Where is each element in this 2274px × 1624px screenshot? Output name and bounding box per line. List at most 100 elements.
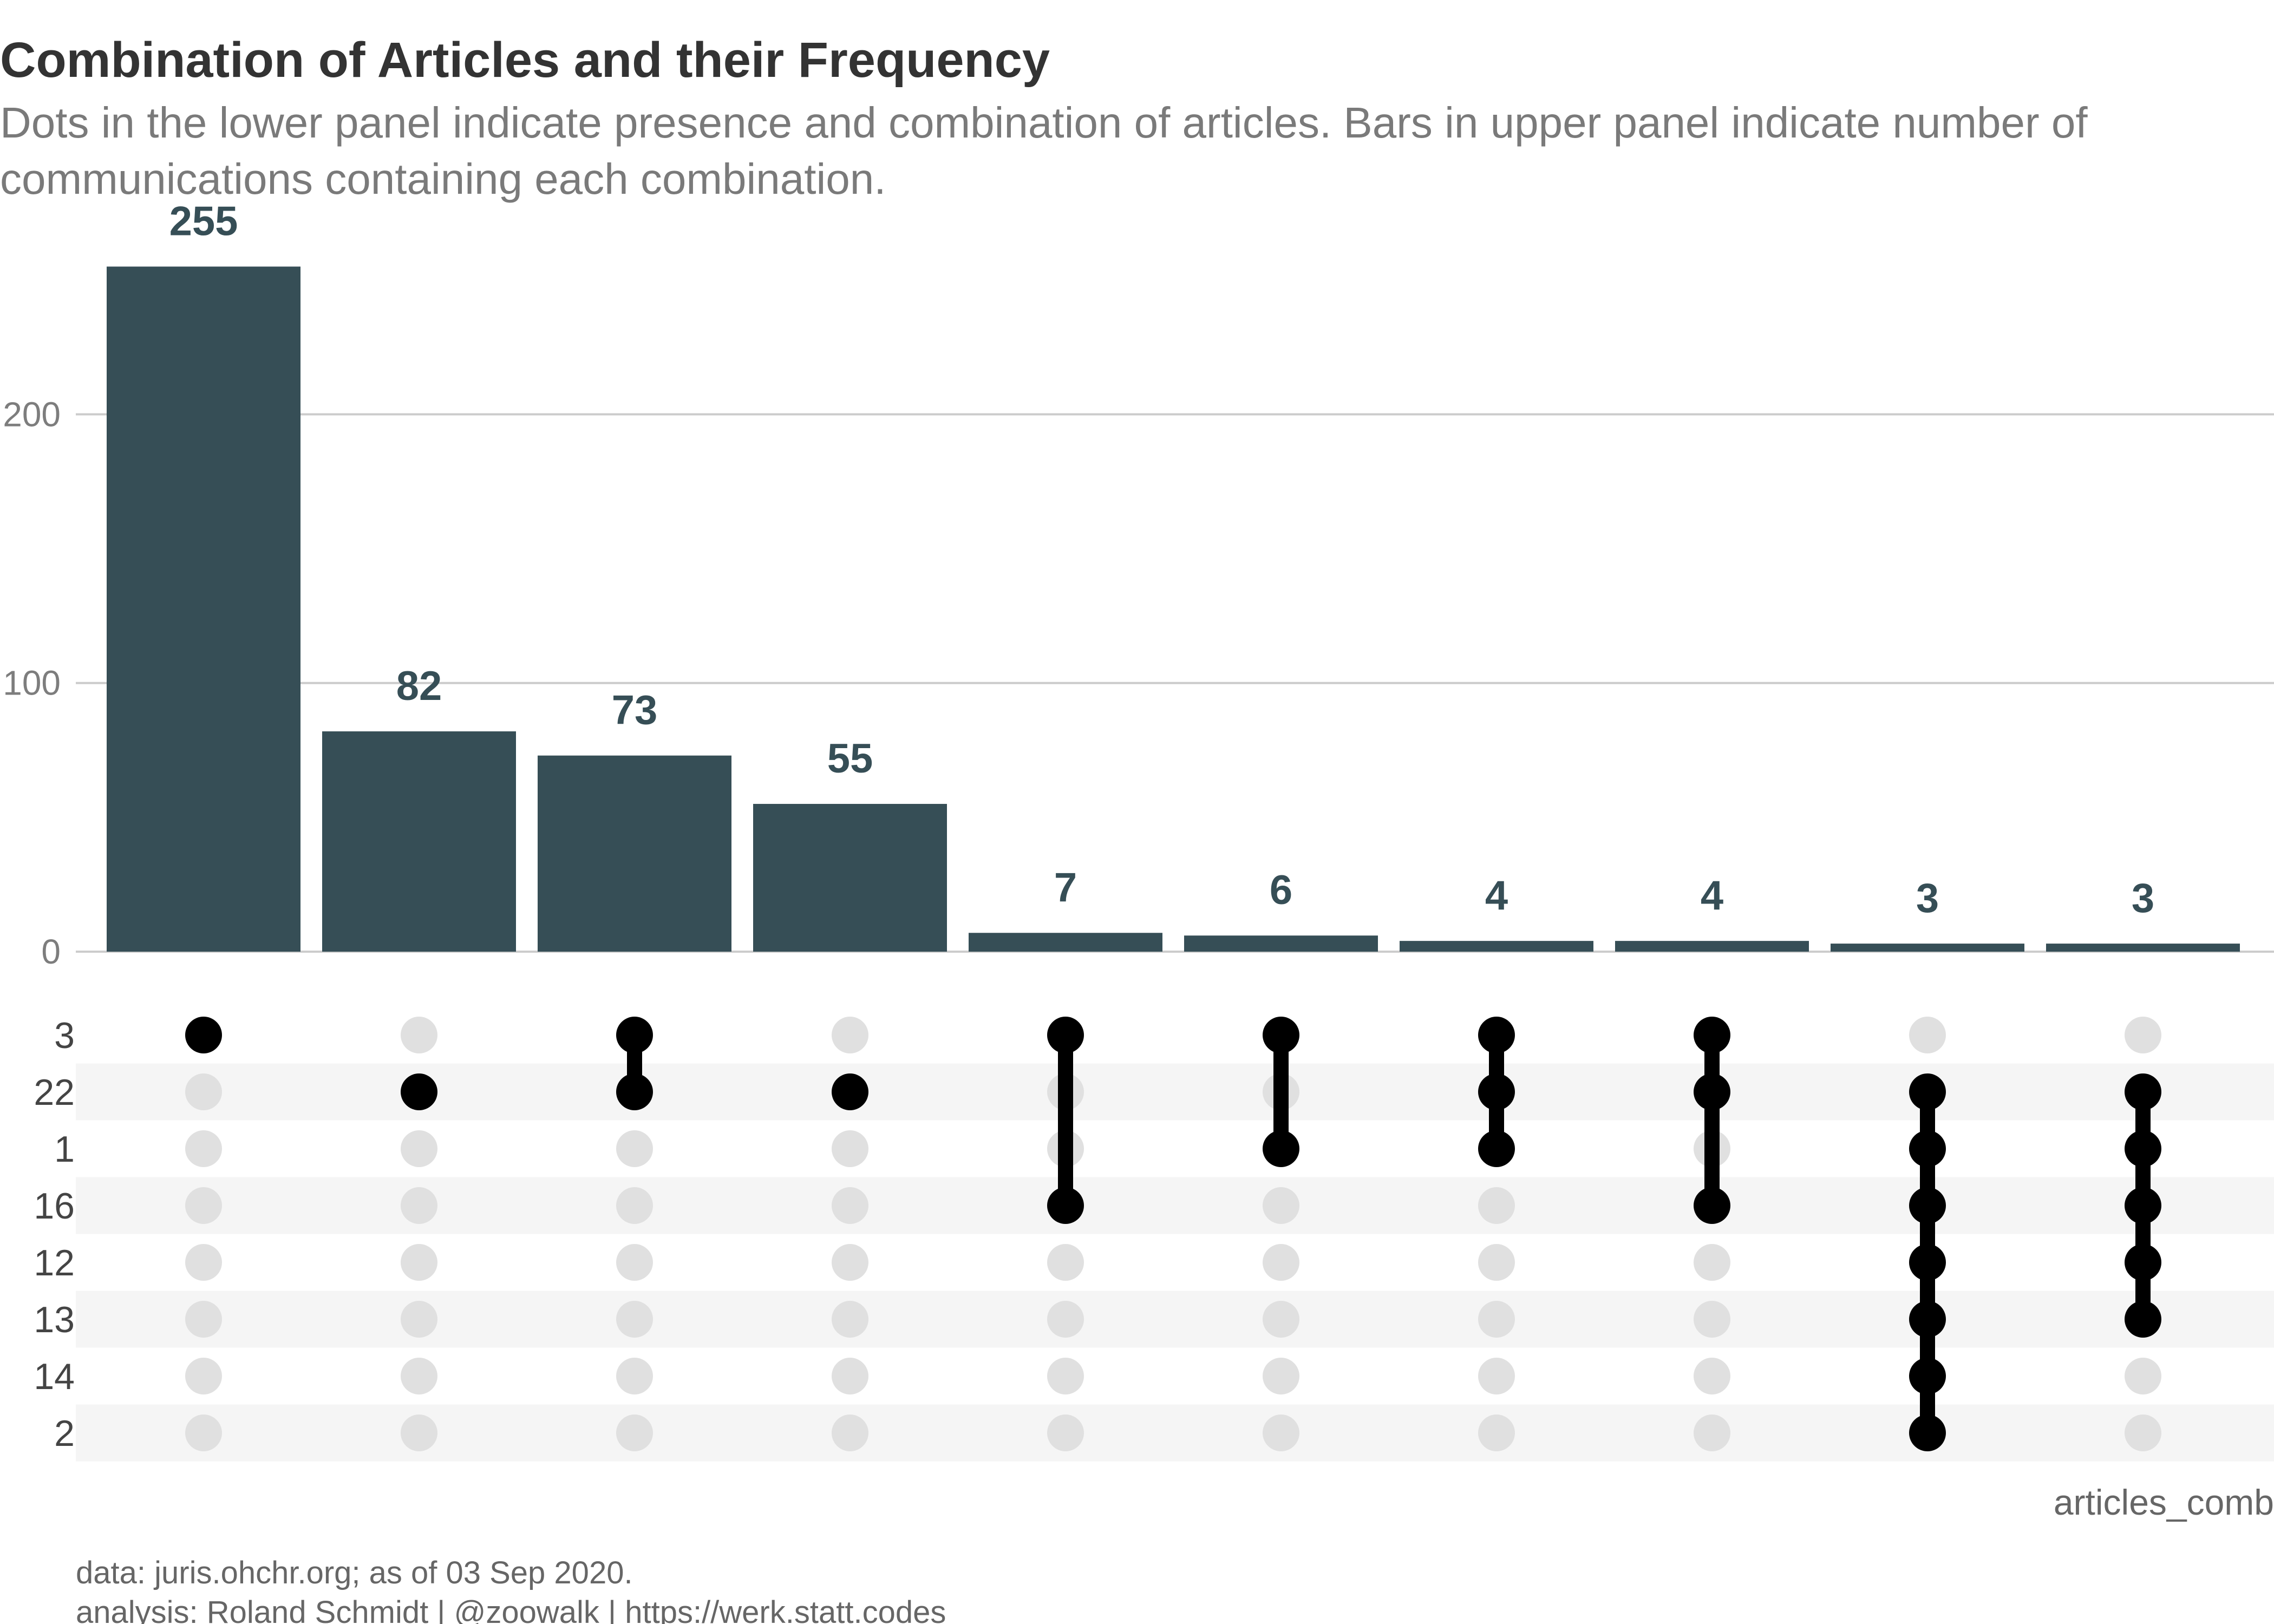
bars <box>107 266 2240 952</box>
matrix-dot-active <box>1909 1358 1946 1394</box>
matrix-dot-active <box>185 1017 222 1053</box>
matrix-dot-active <box>1478 1073 1515 1110</box>
matrix-dot-inactive <box>1478 1358 1515 1394</box>
matrix-dot-inactive <box>1047 1358 1084 1394</box>
matrix-dot-active <box>1047 1187 1084 1224</box>
matrix-dot-active <box>1694 1017 1730 1053</box>
matrix-dot-inactive <box>401 1301 437 1338</box>
y-axis-ticks: 0 100 200 <box>3 395 61 971</box>
matrix-dot-active <box>1909 1187 1946 1224</box>
caption-line-2: analysis: Roland Schmidt | @zoowalk | ht… <box>76 1595 946 1624</box>
bar-value-label: 3 <box>1916 875 1939 921</box>
matrix-dot-active <box>1909 1301 1946 1338</box>
matrix-dot-inactive <box>185 1301 222 1338</box>
chart-subtitle-line-1: Dots in the lower panel indicate presenc… <box>0 99 2088 147</box>
matrix-dot-inactive <box>616 1130 653 1167</box>
matrix-dot-active <box>616 1073 653 1110</box>
matrix-dot-inactive <box>1263 1244 1299 1281</box>
matrix-dot-inactive <box>401 1358 437 1394</box>
matrix-dot-inactive <box>185 1073 222 1110</box>
set-label: 3 <box>54 1015 75 1056</box>
bar-value-label: 55 <box>827 736 873 782</box>
matrix-dot-inactive <box>1478 1187 1515 1224</box>
matrix-dot-active <box>616 1017 653 1053</box>
matrix-dot-active <box>2125 1130 2161 1167</box>
y-tick-label: 200 <box>3 395 61 434</box>
bar-value-label: 4 <box>1701 873 1723 919</box>
set-label: 22 <box>34 1072 75 1113</box>
matrix-dot-inactive <box>616 1187 653 1224</box>
set-label: 2 <box>54 1413 75 1454</box>
matrix-dot-inactive <box>832 1130 868 1167</box>
bar <box>322 731 516 952</box>
matrix-dot-inactive <box>185 1130 222 1167</box>
matrix-dot-inactive <box>832 1301 868 1338</box>
matrix-dot-active <box>401 1073 437 1110</box>
combination-matrix <box>185 1017 2161 1451</box>
matrix-dot-inactive <box>2125 1017 2161 1053</box>
x-axis-title: articles_comb <box>2054 1482 2274 1522</box>
chart-title: Combination of Articles and their Freque… <box>0 32 1050 88</box>
matrix-dot-inactive <box>1478 1301 1515 1338</box>
matrix-dot-active <box>1694 1187 1730 1224</box>
matrix-dot-inactive <box>616 1301 653 1338</box>
matrix-dot-inactive <box>832 1358 868 1394</box>
matrix-dot-inactive <box>1263 1301 1299 1338</box>
matrix-dot-inactive <box>401 1130 437 1167</box>
bar <box>969 933 1162 952</box>
matrix-dot-inactive <box>2125 1358 2161 1394</box>
bar-value-label: 7 <box>1054 865 1077 911</box>
matrix-dot-inactive <box>1478 1244 1515 1281</box>
caption-line-1: data: juris.ohchr.org; as of 03 Sep 2020… <box>76 1555 633 1590</box>
matrix-dot-active <box>1909 1415 1946 1451</box>
matrix-dot-inactive <box>832 1187 868 1224</box>
matrix-dot-inactive <box>185 1415 222 1451</box>
set-label: 12 <box>34 1242 75 1284</box>
matrix-dot-inactive <box>401 1244 437 1281</box>
matrix-stripes <box>76 1063 2274 1462</box>
y-tick-label: 100 <box>3 664 61 703</box>
bar-value-label: 6 <box>1270 867 1292 913</box>
matrix-dot-inactive <box>832 1017 868 1053</box>
bar <box>753 804 947 952</box>
matrix-dot-inactive <box>1263 1415 1299 1451</box>
matrix-dot-inactive <box>1694 1415 1730 1451</box>
set-label: 14 <box>34 1356 75 1397</box>
bar <box>2046 944 2240 952</box>
matrix-dot-active <box>1263 1017 1299 1053</box>
matrix-dot-inactive <box>1047 1415 1084 1451</box>
matrix-stripe <box>76 1404 2274 1462</box>
matrix-stripe <box>76 1291 2274 1348</box>
matrix-dot-inactive <box>185 1358 222 1394</box>
matrix-dot-inactive <box>1047 1301 1084 1338</box>
matrix-dot-inactive <box>616 1358 653 1394</box>
bar <box>1831 944 2024 952</box>
bar-value-label: 255 <box>169 198 238 244</box>
matrix-dot-active <box>832 1073 868 1110</box>
set-label: 16 <box>34 1186 75 1227</box>
matrix-dot-active <box>1047 1017 1084 1053</box>
set-label: 13 <box>34 1299 75 1340</box>
matrix-dot-inactive <box>1263 1358 1299 1394</box>
matrix-dot-inactive <box>616 1244 653 1281</box>
matrix-dot-inactive <box>1694 1358 1730 1394</box>
set-label: 1 <box>54 1129 75 1170</box>
matrix-stripe <box>76 1177 2274 1234</box>
bar <box>1184 935 1378 952</box>
matrix-dot-active <box>1263 1130 1299 1167</box>
matrix-dot-active <box>1478 1130 1515 1167</box>
matrix-dot-inactive <box>185 1187 222 1224</box>
matrix-dot-inactive <box>401 1017 437 1053</box>
bar-value-label: 3 <box>2132 875 2154 921</box>
bar <box>538 755 731 952</box>
matrix-dot-inactive <box>401 1187 437 1224</box>
matrix-dot-inactive <box>1263 1187 1299 1224</box>
matrix-dot-active <box>1909 1130 1946 1167</box>
bar <box>107 266 300 952</box>
matrix-dot-inactive <box>401 1415 437 1451</box>
matrix-dot-active <box>2125 1187 2161 1224</box>
matrix-dot-inactive <box>1478 1415 1515 1451</box>
matrix-dot-inactive <box>1909 1017 1946 1053</box>
bar-value-label: 82 <box>396 663 442 709</box>
